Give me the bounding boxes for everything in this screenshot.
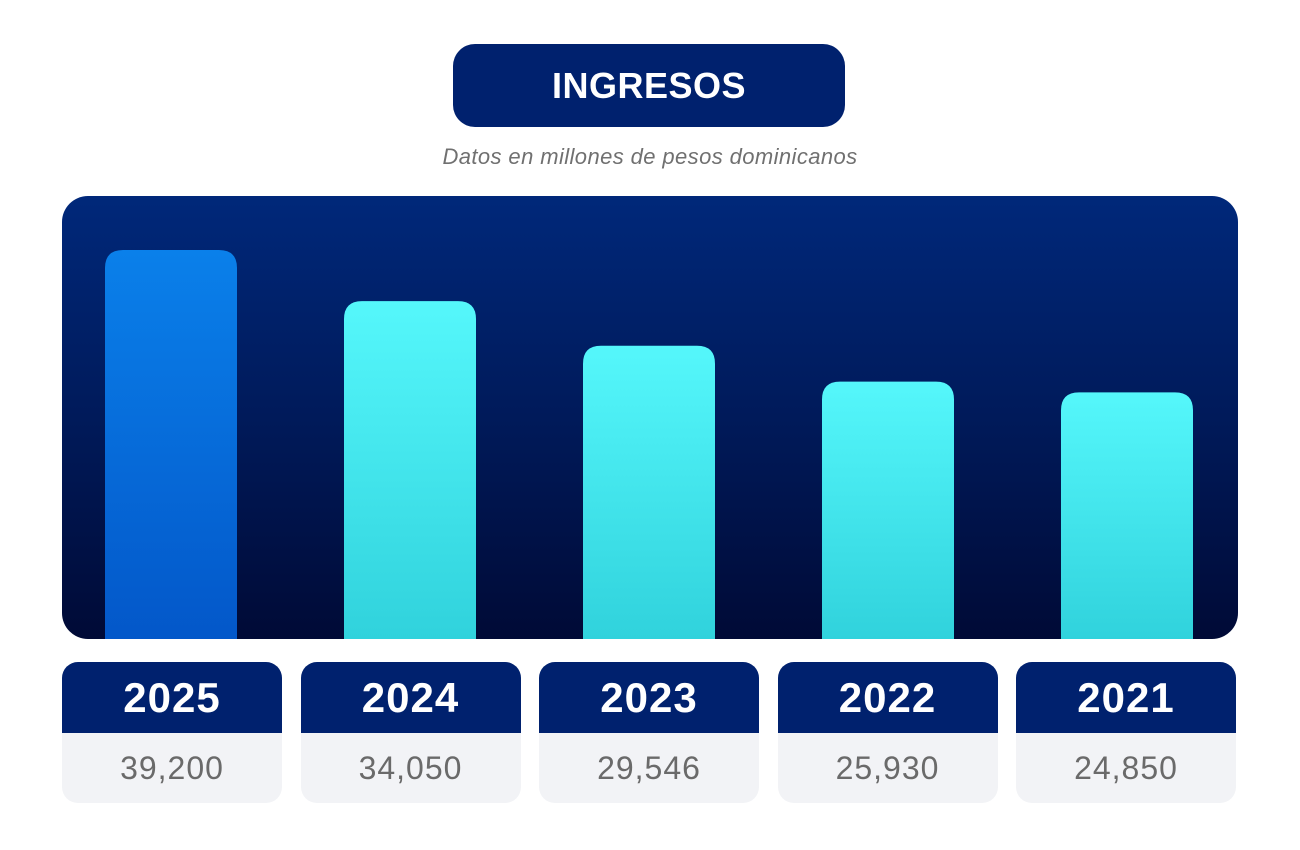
- value-label: 29,546: [597, 749, 701, 786]
- category-label: 2022: [777, 662, 998, 733]
- chart-panel: [62, 196, 1238, 639]
- value-label: 34,050: [358, 749, 463, 786]
- bar-2021: [1061, 392, 1193, 639]
- bar-2024: [344, 301, 476, 639]
- bar-2023: [583, 345, 715, 639]
- value-label: 25,930: [835, 749, 940, 786]
- category-label: 2023: [539, 662, 759, 733]
- year-card-2024: 2024 34,050: [300, 662, 521, 803]
- category-label: 2021: [1016, 662, 1236, 733]
- year-card-2022: 2022 25,930: [777, 662, 998, 803]
- value-label: 24,850: [1074, 749, 1178, 786]
- bar-2022: [822, 381, 954, 639]
- year-card-2023: 2023 29,546: [539, 662, 759, 803]
- bar-chart: [105, 250, 1193, 639]
- category-label: 2024: [300, 662, 521, 733]
- bar-2025: [105, 250, 237, 639]
- value-label: 39,200: [120, 749, 224, 786]
- chart-title: INGRESOS: [453, 44, 845, 127]
- chart-subtitle: Datos en millones de pesos dominicanos: [442, 144, 858, 169]
- year-card-2025: 2025 39,200: [62, 662, 282, 803]
- year-card-2021: 2021 24,850: [1016, 662, 1236, 803]
- category-label: 2025: [62, 662, 282, 733]
